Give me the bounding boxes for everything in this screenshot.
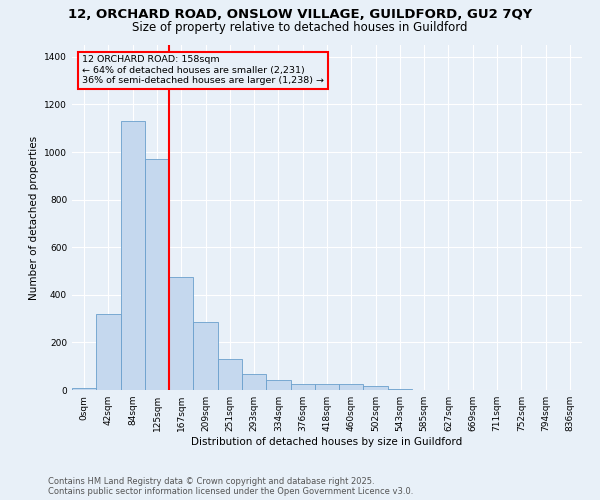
Text: 12 ORCHARD ROAD: 158sqm
← 64% of detached houses are smaller (2,231)
36% of semi: 12 ORCHARD ROAD: 158sqm ← 64% of detache… [82, 56, 324, 85]
Bar [315, 384, 339, 390]
Bar [339, 384, 364, 390]
Bar [242, 374, 266, 390]
Text: 12, ORCHARD ROAD, ONSLOW VILLAGE, GUILDFORD, GU2 7QY: 12, ORCHARD ROAD, ONSLOW VILLAGE, GUILDF… [68, 8, 532, 20]
Bar [218, 359, 242, 390]
Bar [121, 121, 145, 390]
Bar [169, 277, 193, 390]
Bar [96, 314, 121, 390]
Bar [145, 159, 169, 390]
Bar [364, 386, 388, 390]
Bar [72, 388, 96, 390]
Bar [193, 322, 218, 390]
X-axis label: Distribution of detached houses by size in Guildford: Distribution of detached houses by size … [191, 437, 463, 447]
Text: Size of property relative to detached houses in Guildford: Size of property relative to detached ho… [132, 21, 468, 34]
Bar [290, 384, 315, 390]
Bar [388, 389, 412, 390]
Y-axis label: Number of detached properties: Number of detached properties [29, 136, 38, 300]
Text: Contains HM Land Registry data © Crown copyright and database right 2025.
Contai: Contains HM Land Registry data © Crown c… [48, 476, 413, 496]
Bar [266, 380, 290, 390]
